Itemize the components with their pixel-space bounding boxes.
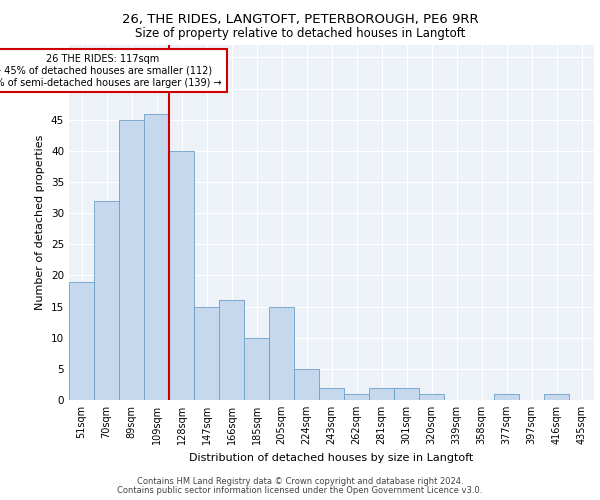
Bar	[169, 151, 194, 400]
Bar	[419, 394, 444, 400]
Bar	[394, 388, 419, 400]
Bar	[69, 282, 94, 400]
Bar	[269, 306, 294, 400]
Text: Size of property relative to detached houses in Langtoft: Size of property relative to detached ho…	[135, 28, 465, 40]
Bar	[544, 394, 569, 400]
Text: 26 THE RIDES: 117sqm
← 45% of detached houses are smaller (112)
55% of semi-deta: 26 THE RIDES: 117sqm ← 45% of detached h…	[0, 54, 222, 88]
Bar	[244, 338, 269, 400]
Text: Contains public sector information licensed under the Open Government Licence v3: Contains public sector information licen…	[118, 486, 482, 495]
Bar	[194, 306, 219, 400]
Bar	[344, 394, 369, 400]
Bar	[369, 388, 394, 400]
Text: Contains HM Land Registry data © Crown copyright and database right 2024.: Contains HM Land Registry data © Crown c…	[137, 477, 463, 486]
Bar	[94, 200, 119, 400]
Bar	[319, 388, 344, 400]
Bar	[294, 369, 319, 400]
Y-axis label: Number of detached properties: Number of detached properties	[35, 135, 46, 310]
Bar	[494, 394, 519, 400]
X-axis label: Distribution of detached houses by size in Langtoft: Distribution of detached houses by size …	[190, 452, 473, 462]
Bar	[219, 300, 244, 400]
Bar	[144, 114, 169, 400]
Text: 26, THE RIDES, LANGTOFT, PETERBOROUGH, PE6 9RR: 26, THE RIDES, LANGTOFT, PETERBOROUGH, P…	[122, 12, 478, 26]
Bar	[119, 120, 144, 400]
